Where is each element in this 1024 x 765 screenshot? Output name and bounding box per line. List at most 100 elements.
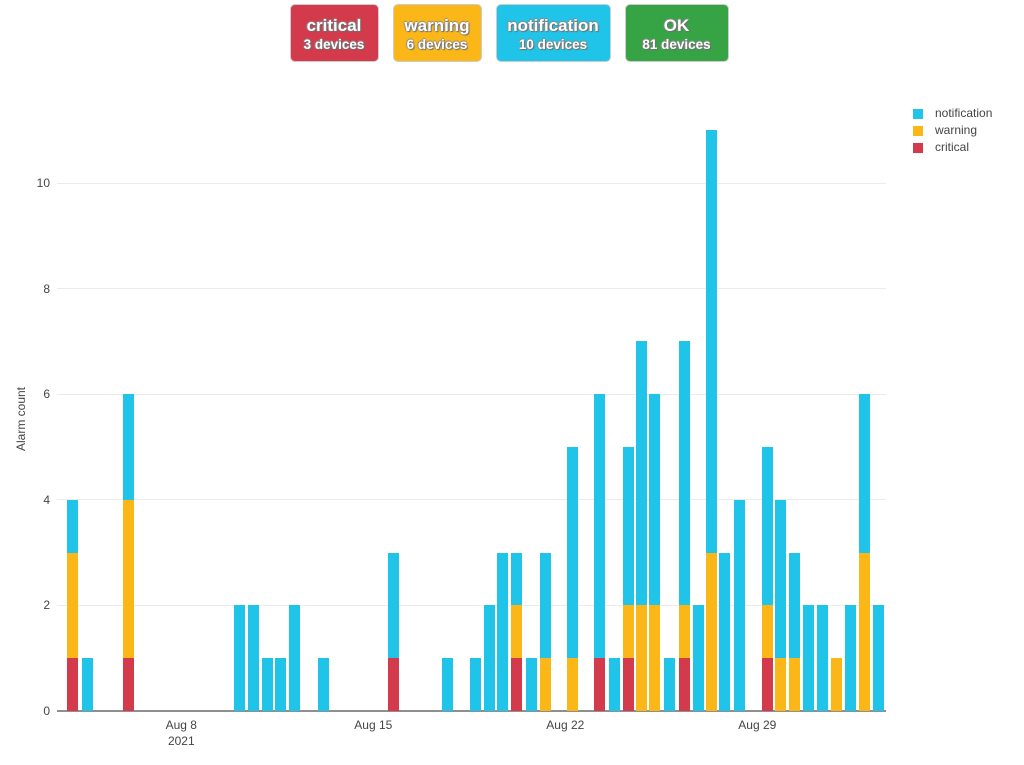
bar-segment-warning: [539, 658, 551, 711]
bar-segment-notification: [511, 552, 523, 606]
y-tick-label-10: 10: [36, 176, 50, 190]
bar-segment-warning: [623, 605, 635, 659]
x-tick-sublabel-year: 2021: [167, 734, 195, 748]
bar-aug-20-am: [511, 552, 523, 711]
bar-segment-notification: [664, 658, 676, 711]
bar-segment-warning: [566, 658, 578, 711]
bar-segment-warning: [831, 658, 843, 711]
bar-segment-notification: [692, 605, 704, 711]
badge-notification-count: 10 devices: [518, 37, 588, 52]
badge-notification[interactable]: notification 10 devices: [495, 4, 611, 62]
badge-warning[interactable]: warning 6 devices: [392, 4, 482, 62]
bar-aug-31-am: [817, 605, 829, 711]
badge-warning-count: 6 devices: [406, 37, 468, 52]
bar-segment-critical: [511, 658, 523, 711]
bar-segment-notification: [275, 658, 287, 711]
chart-legend: notification warning critical: [913, 106, 993, 159]
bar-aug-15-pm: [388, 552, 400, 711]
bar-aug-12-am: [288, 605, 300, 711]
bar-segment-critical: [679, 658, 691, 711]
legend-swatch-critical: [913, 142, 923, 153]
bar-segment-critical: [594, 658, 606, 711]
bar-aug-25-am: [649, 394, 661, 711]
bar-aug-29-am: [762, 447, 774, 711]
bar-segment-notification: [261, 658, 273, 711]
bar-segment-notification: [762, 447, 774, 606]
bar-aug-18-pm: [470, 658, 482, 711]
badge-ok-label: OK: [663, 16, 690, 35]
bar-segment-notification: [288, 605, 300, 711]
bar-aug-27-pm: [719, 552, 731, 711]
bar-segment-notification: [789, 552, 801, 659]
badge-ok-count: 81 devices: [642, 37, 711, 52]
y-tick-label-8: 8: [43, 281, 50, 296]
bar-aug-21-am: [539, 552, 551, 711]
bar-segment-notification: [67, 499, 79, 553]
bar-sep-1-pm: [859, 394, 871, 711]
bar-segment-notification: [233, 605, 245, 711]
bar-segment-warning: [706, 552, 718, 711]
bar-aug-19-pm: [497, 552, 509, 711]
bar-segment-notification: [817, 605, 829, 711]
gridline-y-10: [57, 182, 886, 184]
bar-aug-4-pm: [81, 658, 93, 711]
legend-label-notification: notification: [935, 106, 993, 120]
bar-segment-notification: [706, 130, 718, 553]
bar-sep-2-am: [873, 605, 885, 711]
badge-critical[interactable]: critical 3 devices: [289, 4, 379, 62]
bar-segment-warning: [859, 552, 871, 711]
bar-segment-notification: [649, 394, 661, 606]
bar-aug-11-pm: [275, 658, 287, 711]
bar-segment-notification: [247, 605, 259, 711]
bar-segment-notification: [679, 341, 691, 606]
bar-segment-notification: [594, 394, 606, 659]
y-tick-label-2: 2: [43, 598, 50, 613]
badge-notification-label: notification: [507, 16, 599, 35]
bar-aug-17-pm: [441, 658, 453, 711]
bar-segment-notification: [497, 552, 509, 711]
bar-aug-30-am: [789, 552, 801, 711]
bar-aug-25-pm: [664, 658, 676, 711]
badge-ok[interactable]: OK 81 devices: [624, 4, 729, 62]
legend-item-warning[interactable]: warning: [913, 124, 992, 136]
bar-segment-notification: [81, 658, 93, 711]
y-tick-label-0: 0: [43, 704, 50, 718]
gridline-y-6: [57, 393, 886, 395]
bar-sep-1-am: [845, 605, 857, 711]
bar-aug-26-am: [679, 341, 691, 711]
legend-swatch-notification: [913, 108, 923, 119]
bar-segment-warning: [775, 658, 787, 711]
bar-segment-notification: [441, 658, 453, 711]
x-tick-label-aug-8: Aug 8 2021: [136, 717, 226, 749]
bar-segment-notification: [719, 552, 731, 711]
bar-segment-notification: [470, 658, 482, 711]
bar-segment-notification: [388, 552, 400, 659]
legend-item-critical[interactable]: critical: [913, 141, 992, 153]
bar-aug-20-pm: [525, 658, 537, 711]
bar-aug-10-pm: [247, 605, 259, 711]
bar-segment-warning: [123, 499, 135, 659]
bar-aug-31-pm: [831, 658, 843, 711]
legend-swatch-warning: [913, 125, 923, 136]
bar-aug-27-am: [706, 130, 718, 711]
gridline-y-8: [57, 288, 886, 290]
x-tick-label-aug-15: Aug 15: [354, 718, 393, 732]
bar-segment-notification: [636, 341, 648, 606]
bar-aug-13-am: [317, 658, 329, 711]
bar-segment-warning: [679, 605, 691, 659]
badge-warning-label: warning: [404, 16, 470, 35]
bar-segment-critical: [623, 658, 635, 711]
bar-segment-notification: [539, 552, 551, 659]
bar-aug-24-pm: [636, 341, 648, 711]
x-axis-line: [57, 710, 886, 712]
bar-segment-notification: [566, 447, 578, 659]
bar-segment-warning: [511, 605, 523, 659]
legend-item-notification[interactable]: notification: [913, 106, 993, 120]
y-axis-title: Alarm count: [14, 386, 28, 452]
bar-segment-notification: [803, 605, 815, 711]
bar-segment-notification: [608, 658, 620, 711]
badge-critical-count: 3 devices: [303, 37, 365, 52]
bar-segment-notification: [623, 447, 635, 606]
